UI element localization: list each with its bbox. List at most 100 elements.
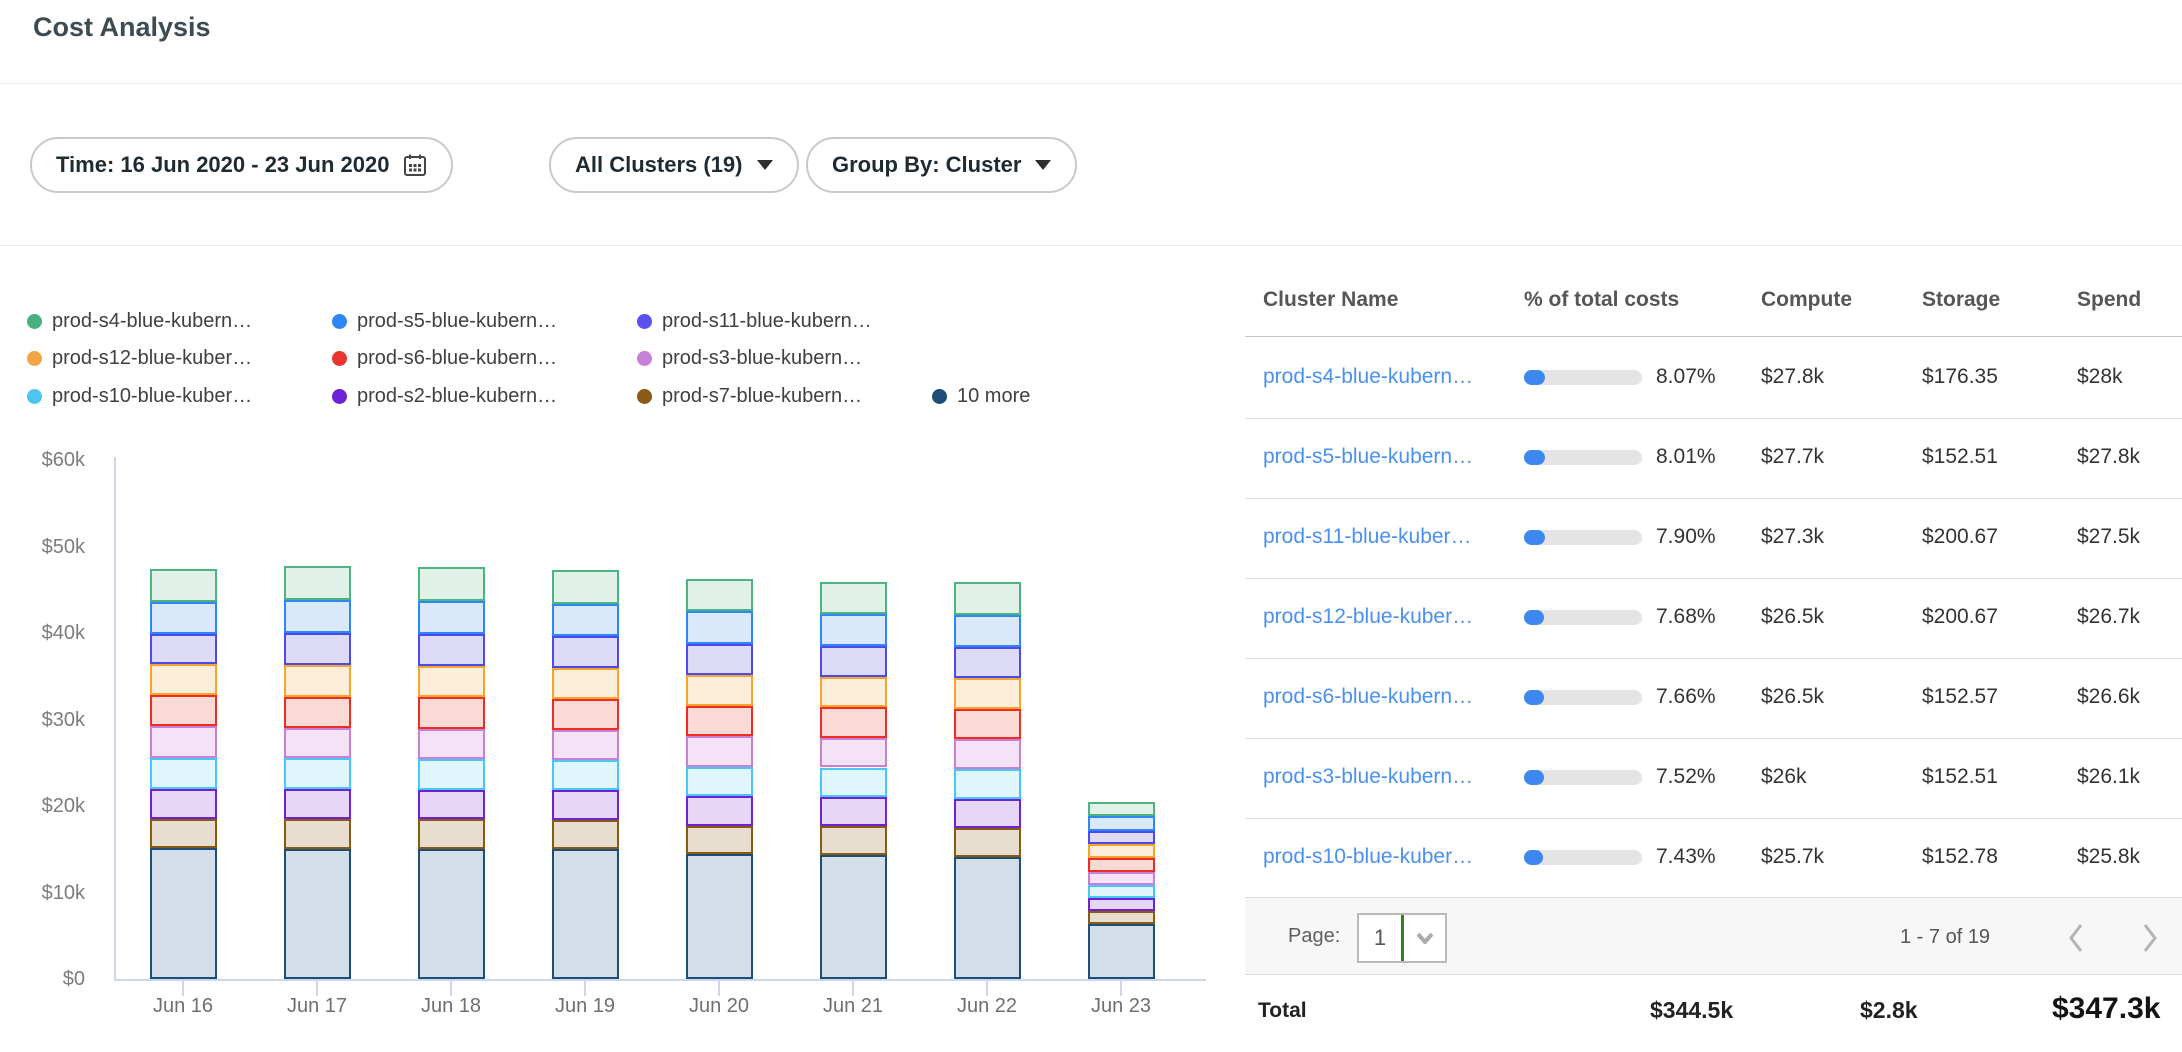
bar-segment[interactable] bbox=[685, 825, 753, 855]
legend-item[interactable]: prod-s10-blue-kuber… bbox=[27, 384, 252, 408]
bar-segment[interactable] bbox=[417, 819, 485, 849]
cluster-name-link[interactable]: prod-s4-blue-kubern… bbox=[1263, 365, 1474, 388]
legend-item[interactable]: prod-s6-blue-kubern… bbox=[332, 346, 557, 370]
bar-segment[interactable] bbox=[149, 633, 217, 665]
bar-segment[interactable] bbox=[685, 766, 753, 797]
bar-segment[interactable] bbox=[685, 705, 753, 737]
bar-segment[interactable] bbox=[149, 664, 217, 696]
bar-segment[interactable] bbox=[953, 677, 1021, 709]
bar-segment[interactable] bbox=[819, 737, 887, 768]
bar-segment[interactable] bbox=[417, 567, 485, 601]
bar-segment[interactable] bbox=[149, 726, 217, 758]
bar-segment[interactable] bbox=[283, 727, 351, 759]
bar-segment[interactable] bbox=[551, 667, 619, 699]
bar-segment[interactable] bbox=[283, 665, 351, 697]
bar-segment[interactable] bbox=[149, 695, 217, 727]
cluster-filter-dropdown[interactable]: All Clusters (19) bbox=[549, 137, 799, 193]
legend-item[interactable]: prod-s12-blue-kuber… bbox=[27, 346, 252, 370]
bar-segment[interactable] bbox=[1087, 830, 1155, 845]
bar-segment[interactable] bbox=[417, 759, 485, 790]
bar-segment[interactable] bbox=[417, 633, 485, 666]
bar-segment[interactable] bbox=[149, 788, 217, 819]
bar-segment[interactable] bbox=[149, 848, 217, 979]
bar-segment[interactable] bbox=[417, 789, 485, 820]
bar-segment[interactable] bbox=[551, 729, 619, 761]
bar-segment[interactable] bbox=[1087, 871, 1155, 886]
cluster-name-link[interactable]: prod-s12-blue-kuber… bbox=[1263, 605, 1474, 628]
page-select[interactable]: 1 bbox=[1357, 913, 1447, 963]
cluster-name-link[interactable]: prod-s11-blue-kuber… bbox=[1263, 525, 1472, 548]
bar-segment[interactable] bbox=[283, 566, 351, 601]
bar-segment[interactable] bbox=[819, 581, 887, 615]
chevron-right-icon[interactable] bbox=[2140, 922, 2160, 959]
bar-segment[interactable] bbox=[551, 636, 619, 668]
bar-segment[interactable] bbox=[953, 799, 1021, 829]
bar-segment[interactable] bbox=[819, 854, 887, 979]
bar-segment[interactable] bbox=[1087, 898, 1155, 912]
bar-segment[interactable] bbox=[1087, 911, 1155, 924]
bar-segment[interactable] bbox=[953, 708, 1021, 739]
bar-segment[interactable] bbox=[283, 600, 351, 633]
bar-segment[interactable] bbox=[819, 826, 887, 855]
bar-segment[interactable] bbox=[149, 601, 217, 634]
bar-segment[interactable] bbox=[685, 578, 753, 612]
bar-segment[interactable] bbox=[551, 603, 619, 637]
cluster-name-link[interactable]: prod-s10-blue-kuber… bbox=[1263, 845, 1474, 868]
bar-segment[interactable] bbox=[417, 728, 485, 760]
bar-segment[interactable] bbox=[551, 760, 619, 791]
bar-segment[interactable] bbox=[1087, 801, 1155, 817]
bar-segment[interactable] bbox=[953, 581, 1021, 615]
bar-segment[interactable] bbox=[551, 849, 619, 979]
bar-segment[interactable] bbox=[283, 633, 351, 665]
group-by-dropdown[interactable]: Group By: Cluster bbox=[806, 137, 1078, 193]
bar-segment[interactable] bbox=[953, 769, 1021, 800]
legend-item[interactable]: prod-s3-blue-kubern… bbox=[637, 346, 862, 370]
bar-segment[interactable] bbox=[819, 646, 887, 678]
bar-segment[interactable] bbox=[819, 677, 887, 708]
bar-segment[interactable] bbox=[283, 696, 351, 728]
bar-segment[interactable] bbox=[953, 646, 1021, 678]
bar-segment[interactable] bbox=[685, 611, 753, 644]
bar-segment[interactable] bbox=[417, 848, 485, 979]
chevron-left-icon[interactable] bbox=[2066, 922, 2086, 959]
bar-segment[interactable] bbox=[551, 570, 619, 604]
bar-segment[interactable] bbox=[1087, 858, 1155, 872]
bar-segment[interactable] bbox=[953, 828, 1021, 858]
bar-segment[interactable] bbox=[149, 568, 217, 602]
bar-segment[interactable] bbox=[1087, 844, 1155, 859]
legend-item[interactable]: prod-s11-blue-kubern… bbox=[637, 309, 872, 333]
bar-segment[interactable] bbox=[1087, 816, 1155, 831]
bar-segment[interactable] bbox=[149, 818, 217, 849]
bar-segment[interactable] bbox=[685, 736, 753, 767]
bar-segment[interactable] bbox=[685, 796, 753, 826]
bar-segment[interactable] bbox=[1087, 885, 1155, 899]
bar-segment[interactable] bbox=[1087, 923, 1155, 979]
bar-segment[interactable] bbox=[283, 788, 351, 819]
cluster-name-link[interactable]: prod-s3-blue-kubern… bbox=[1263, 765, 1474, 788]
bar-segment[interactable] bbox=[551, 698, 619, 730]
bar-segment[interactable] bbox=[953, 738, 1021, 770]
bar-segment[interactable] bbox=[819, 767, 887, 797]
bar-segment[interactable] bbox=[417, 697, 485, 729]
bar-segment[interactable] bbox=[149, 757, 217, 789]
legend-item[interactable]: prod-s2-blue-kubern… bbox=[332, 384, 557, 408]
bar-segment[interactable] bbox=[819, 707, 887, 738]
bar-segment[interactable] bbox=[417, 665, 485, 698]
legend-item[interactable]: 10 more bbox=[932, 384, 1030, 408]
legend-item[interactable]: prod-s7-blue-kubern… bbox=[637, 384, 862, 408]
bar-segment[interactable] bbox=[819, 796, 887, 827]
bar-segment[interactable] bbox=[685, 643, 753, 675]
bar-segment[interactable] bbox=[283, 818, 351, 849]
bar-segment[interactable] bbox=[551, 820, 619, 850]
cluster-name-link[interactable]: prod-s5-blue-kubern… bbox=[1263, 445, 1474, 468]
legend-item[interactable]: prod-s4-blue-kubern… bbox=[27, 309, 252, 333]
bar-segment[interactable] bbox=[283, 848, 351, 979]
cluster-name-link[interactable]: prod-s6-blue-kubern… bbox=[1263, 685, 1474, 708]
bar-segment[interactable] bbox=[953, 857, 1021, 979]
bar-segment[interactable] bbox=[417, 600, 485, 634]
bar-segment[interactable] bbox=[953, 614, 1021, 647]
legend-item[interactable]: prod-s5-blue-kubern… bbox=[332, 309, 557, 333]
bar-segment[interactable] bbox=[685, 854, 753, 979]
bar-segment[interactable] bbox=[685, 674, 753, 706]
bar-segment[interactable] bbox=[283, 758, 351, 789]
